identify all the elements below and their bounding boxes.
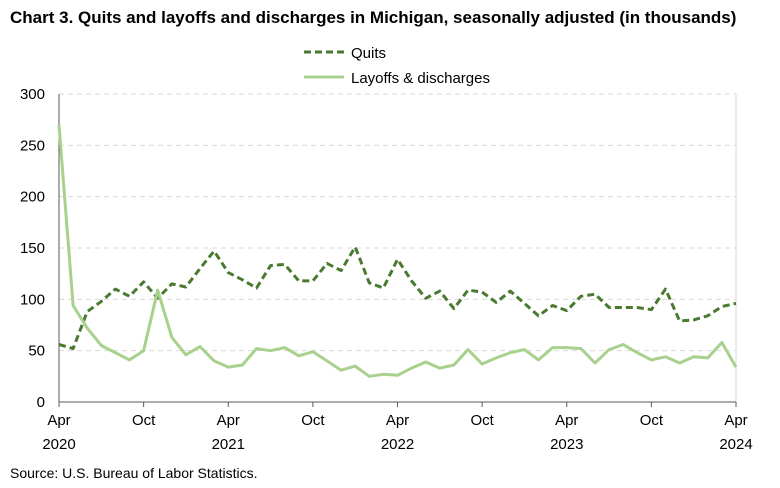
- x-tick-label-month: Apr: [217, 412, 240, 429]
- y-tick-label-250: 250: [20, 137, 45, 154]
- x-tick-label-year: 2022: [381, 436, 414, 453]
- x-tick-label-year: 2024: [719, 436, 752, 453]
- x-tick-label-year: 2023: [550, 436, 583, 453]
- x-tick-label-year: 2020: [42, 436, 75, 453]
- axes: 0 50 100 150 200 250 300 Apr 2020 Oct Apr 2021 Oct Ap…: [20, 86, 753, 453]
- x-tick-label-month: Apr: [47, 412, 70, 429]
- y-tick-label-100: 100: [20, 291, 45, 308]
- x-tick-label-month: Apr: [555, 412, 578, 429]
- x-tick-label-year: 2021: [212, 436, 245, 453]
- chart-title: Chart 3. Quits and layoffs and discharge…: [10, 8, 737, 27]
- x-tick-label-month: Apr: [724, 412, 747, 429]
- y-tick-label-50: 50: [28, 343, 45, 360]
- x-tick-label-month: Oct: [132, 412, 156, 429]
- gridlines: [59, 93, 737, 402]
- legend-label-quits: Quits: [351, 45, 386, 62]
- x-tick-label-month: Apr: [386, 412, 409, 429]
- y-tick-label-200: 200: [20, 189, 45, 206]
- series-line-quits: [58, 245, 737, 351]
- x-tick-label-month: Oct: [470, 412, 494, 429]
- x-tick-label-month: Oct: [301, 412, 325, 429]
- x-tick-label-month: Oct: [640, 412, 664, 429]
- legend: Quits Layoffs & discharges: [304, 45, 490, 87]
- legend-label-layoffs: Layoffs & discharges: [351, 70, 490, 87]
- y-tick-label-300: 300: [20, 86, 45, 103]
- series-lines: [57, 124, 738, 378]
- source-note: Source: U.S. Bureau of Labor Statistics.: [10, 465, 258, 481]
- series-line-layoffs: [57, 124, 738, 378]
- y-tick-label-0: 0: [37, 394, 45, 411]
- y-tick-label-150: 150: [20, 240, 45, 257]
